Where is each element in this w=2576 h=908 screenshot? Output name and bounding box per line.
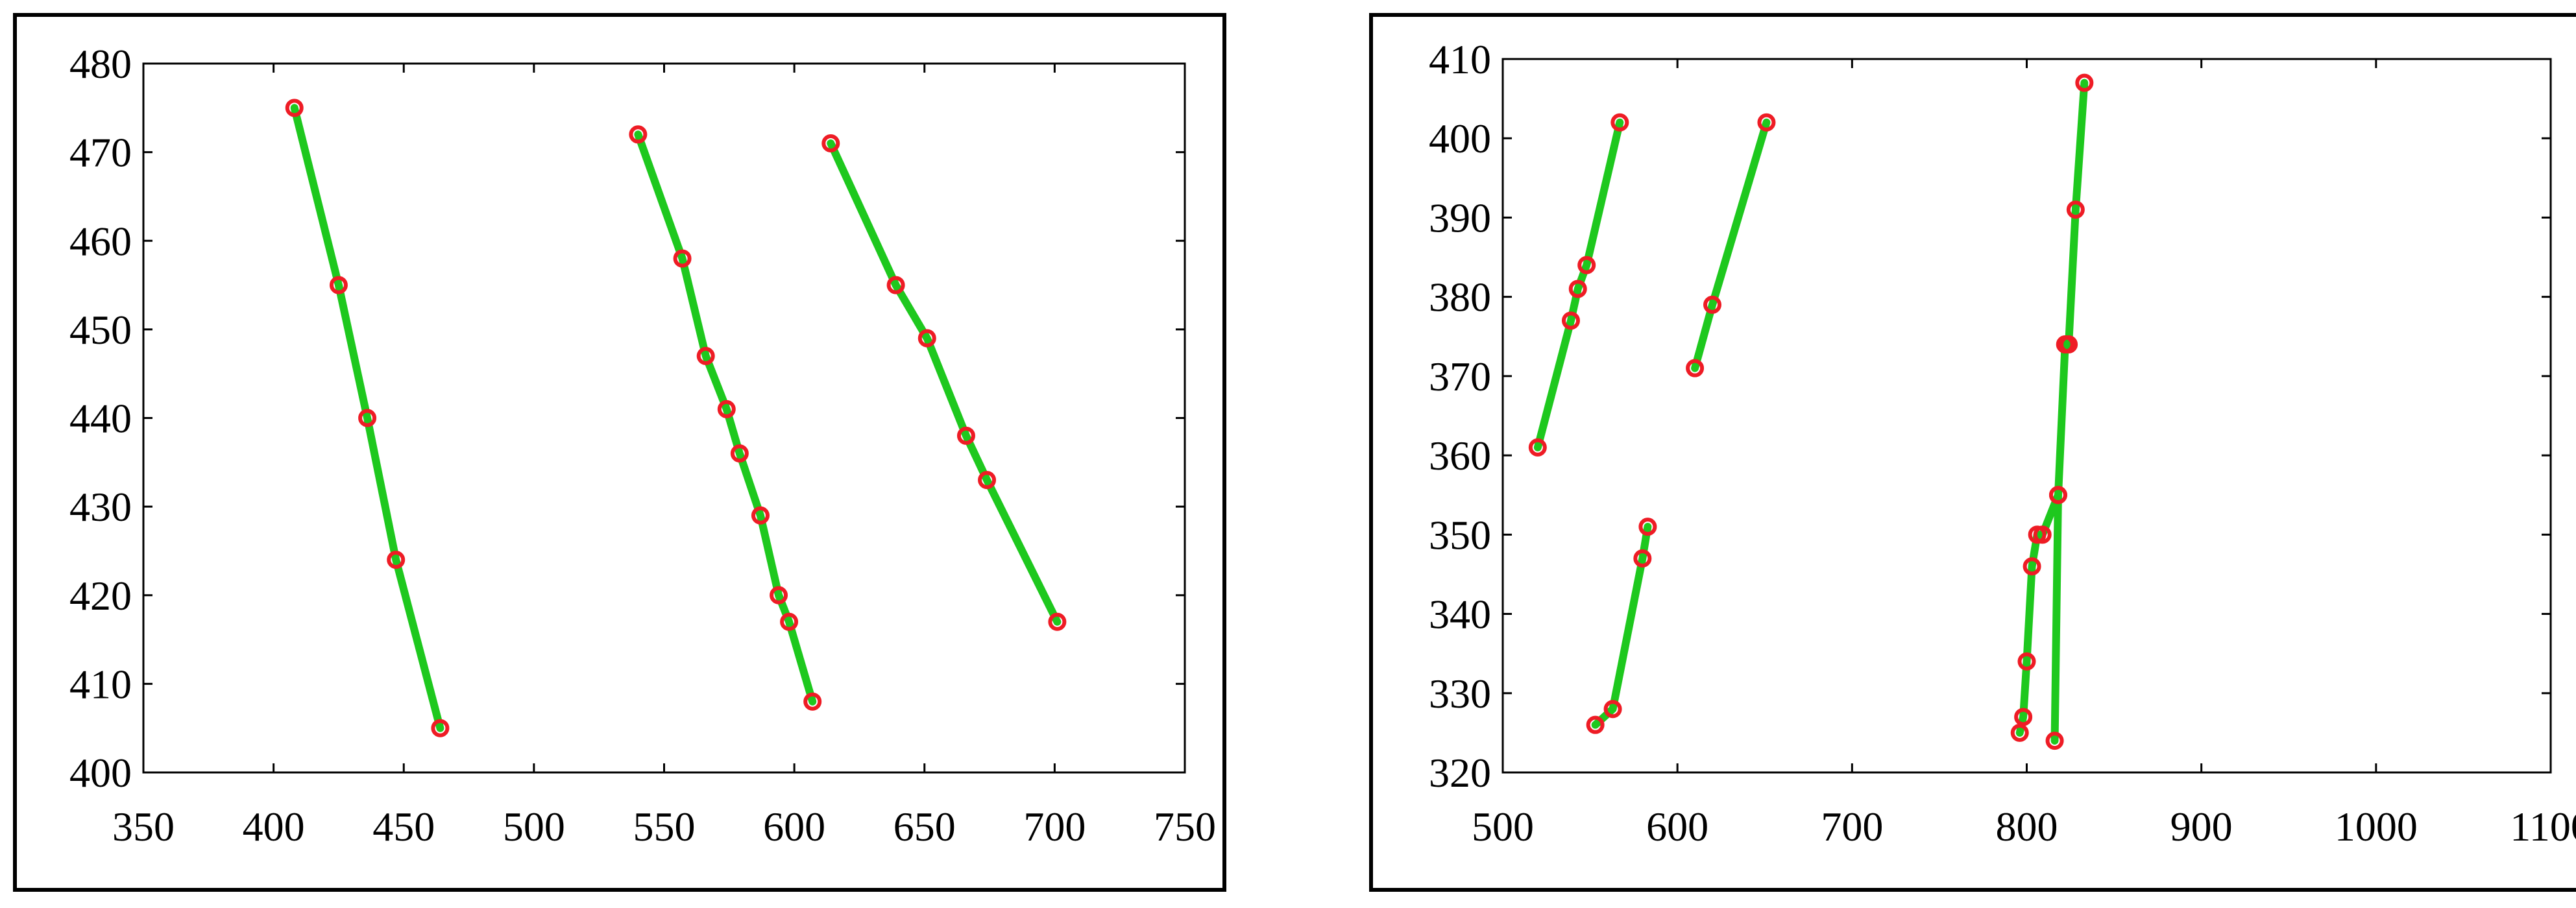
right-x-tick-label: 600 [1646,804,1708,850]
right-series-3-point [1633,549,1652,568]
right-x-tick-label: 1000 [2335,804,2418,850]
left-y-tick-label: 450 [69,307,132,353]
left-axes-box [142,62,1186,774]
right-y-tick-label: 350 [1429,512,1491,558]
right-x-tick-label: 500 [1472,804,1534,850]
right-series-4-point [2010,723,2029,742]
right-series-4-point [2017,652,2036,671]
right-series-4-point [2066,200,2085,219]
left-y-tick-label: 470 [69,130,132,176]
right-series-4-point [2075,73,2094,92]
left-series-2-point [803,692,822,711]
left-series-1-point [387,551,406,569]
left-y-tick-label: 400 [69,750,132,796]
left-series-2-line [634,130,817,706]
left-series-3-line [827,139,1062,626]
left-x-tick-label: 550 [633,804,696,850]
right-series-3-point [1638,518,1657,536]
left-series-2-point [629,125,648,144]
left-series-3-point [956,426,975,445]
left-series-2-point [673,249,692,268]
right-x-tick-label: 1100 [2510,804,2576,850]
left-series-2-point [717,400,736,418]
left-x-tick-label: 500 [503,804,565,850]
right-series-3-point [1586,715,1605,734]
right-y-tick-label: 340 [1429,591,1491,638]
right-series-1-point [1528,438,1547,457]
right-series-1-point [1561,311,1580,330]
left-x-tick-label: 750 [1154,804,1216,850]
right-y-tick-label: 330 [1429,671,1491,717]
left-y-tick-label: 410 [69,661,132,707]
left-y-tick-label: 440 [69,396,132,442]
right-scatter-line-chart: 500 600 700 800 900 1000 1100 320 330 340 350 360 37… [1429,36,2576,850]
left-series-1-point [358,409,377,427]
right-series-3-point [1603,700,1622,719]
left-series-1-line [290,104,444,732]
left-series-1-point [285,99,304,117]
left-series-2-point [730,444,749,463]
right-y-tick-label: 320 [1429,750,1491,796]
left-x-tick-label: 400 [243,804,305,850]
right-x-tick-label: 800 [1996,804,2058,850]
left-series-3-point [978,471,997,490]
right-y-tick-label: 410 [1429,36,1491,82]
right-y-tick-label: 360 [1429,433,1491,479]
right-series-2-line [1691,118,1771,372]
left-series-1-point [329,276,348,294]
left-series-2-point [770,586,788,604]
right-series-1-point [1610,113,1629,132]
left-x-tick-label: 700 [1023,804,1086,850]
left-series-3-point [917,329,936,348]
right-series-4-point [2023,557,2041,576]
left-series-1-point [431,719,450,737]
left-y-tick-label: 460 [69,218,132,264]
left-scatter-line-chart: 350 400 450 500 550 600 650 700 750 400 410 420 430 4… [69,41,1216,850]
right-series-2-point [1686,359,1705,377]
right-series-5-point [2048,486,2067,505]
right-series-2-point [1757,113,1776,132]
left-x-tick-label: 350 [112,804,175,850]
right-series-4-point [2014,708,2033,726]
left-y-tick-label: 420 [69,573,132,619]
right-series-5-point [2045,732,2064,750]
left-series-3-point [1048,612,1067,631]
left-series-3-point [886,276,905,294]
right-series-5-line [2050,491,2062,745]
right-series-2-point [1703,295,1721,314]
right-series-4-point [2033,525,2052,544]
left-series-2-point [696,346,715,365]
right-series-3-line [1591,523,1652,729]
left-x-tick-label: 600 [763,804,825,850]
left-x-tick-label: 650 [893,804,956,850]
right-y-tick-label: 400 [1429,115,1491,161]
left-series-3-point [821,134,840,152]
right-series-1-point [1577,256,1596,274]
left-series-2-point [751,506,770,525]
right-x-tick-label: 900 [2170,804,2233,850]
left-x-tick-label: 450 [372,804,435,850]
right-chart-panel: 500 600 700 800 900 1000 1100 320 330 340 350 360 37… [1369,13,2576,892]
right-y-tick-label: 370 [1429,353,1491,400]
left-chart-panel: 350 400 450 500 550 600 650 700 750 400 410 420 430 4… [13,13,1226,892]
left-y-tick-label: 430 [69,484,132,530]
right-series-4-point [2060,335,2078,353]
left-y-tick-label: 480 [69,41,132,87]
right-series-1-line [1533,118,1624,451]
right-y-tick-label: 380 [1429,274,1491,320]
left-series-2-point [780,612,799,631]
right-y-tick-label: 390 [1429,195,1491,241]
right-series-1-point [1568,280,1587,298]
right-x-tick-label: 700 [1821,804,1883,850]
